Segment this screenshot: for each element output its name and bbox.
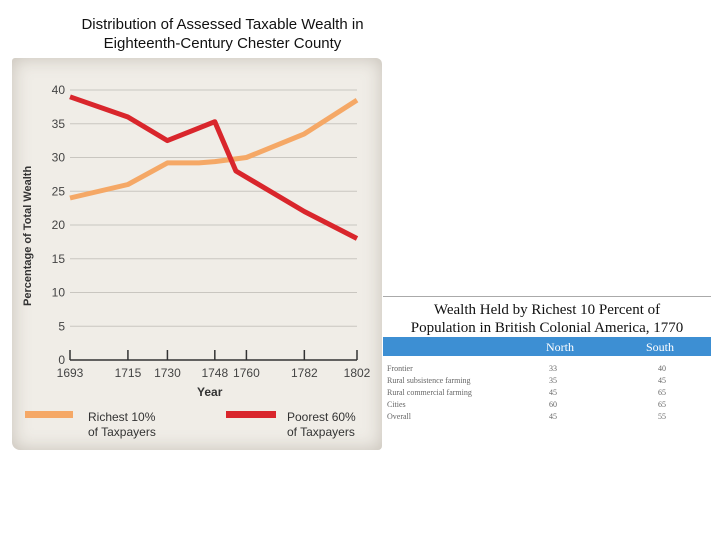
y-axis-label: Percentage of Total Wealth [22,165,34,306]
table-row: Frontier 33 40 [383,363,711,375]
table-title-line1: Wealth Held by Richest 10 Percent of [433,302,661,318]
cell-north: 33 [549,364,557,373]
y-tick-label-35: 35 [52,117,66,131]
series-line-richest-10 [69,97,359,201]
legend-label-poorest-line1: Poorest 60% [287,410,356,424]
table-row: Cities 60 65 [383,399,711,411]
cell-south: 45 [658,376,666,385]
x-tick-label-1748: 1748 [201,366,228,380]
y-tick-label-10: 10 [52,286,66,300]
cell-north: 45 [549,388,557,397]
cell-north: 45 [549,412,557,421]
legend-label-poorest-line2: of Taxpayers [287,425,355,439]
wealth-table: Wealth Held by Richest 10 Percent of Pop… [383,296,711,427]
row-label: Frontier [387,364,413,373]
table-row: Rural commercial farming 45 65 [383,387,711,399]
y-tick-label-25: 25 [52,184,66,198]
table-row: Overall 45 55 [383,411,711,423]
legend-swatch-richest [25,411,73,418]
y-tick-label-5: 5 [58,319,65,333]
x-tick-label-1782: 1782 [291,366,318,380]
x-tick-label-1730: 1730 [154,366,181,380]
x-tick-label-1715: 1715 [115,366,142,380]
cell-south: 65 [658,400,666,409]
x-tick-label-1760: 1760 [233,366,260,380]
x-axis-label: Year [197,385,223,399]
row-label: Rural commercial farming [387,388,472,397]
column-header-north: North [546,340,574,354]
column-header-south: South [646,340,675,354]
cell-south: 65 [658,388,666,397]
slide-title-line1: Distribution of Assessed Taxable Wealth … [81,16,364,33]
table-row: Rural subsistence farming 35 45 [383,375,711,387]
table-title: Wealth Held by Richest 10 Percent of Pop… [383,301,711,337]
legend-swatch-poorest [226,411,276,418]
table-header-row: North South [383,337,711,356]
x-tick-label-1693: 1693 [57,366,84,380]
cell-south: 55 [658,412,666,421]
legend-label-richest-line1: Richest 10% [88,410,156,424]
slide-title: Distribution of Assessed Taxable Wealth … [20,15,425,53]
y-tick-label-0: 0 [58,353,65,367]
y-tick-label-15: 15 [52,252,66,266]
cell-north: 60 [549,400,557,409]
series-line-poorest-60 [69,94,359,241]
y-tick-label-40: 40 [52,83,66,97]
row-label: Overall [387,412,411,421]
table-title-line2: Population in British Colonial America, … [410,320,684,336]
slide-title-line2: Eighteenth-Century Chester County [103,35,342,52]
y-tick-label-20: 20 [52,218,66,232]
row-label: Cities [387,400,406,409]
cell-south: 40 [658,364,666,373]
legend-label-richest-line2: of Taxpayers [88,425,156,439]
y-tick-label-30: 30 [52,151,66,165]
x-tick-label-1802: 1802 [344,366,371,380]
cell-north: 35 [549,376,557,385]
row-label: Rural subsistence farming [387,376,471,385]
